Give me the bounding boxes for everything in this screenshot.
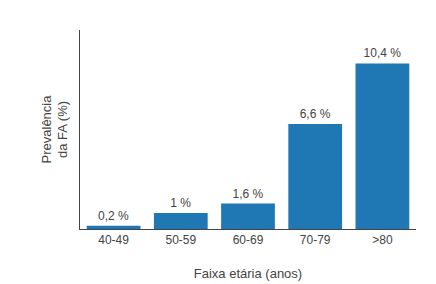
- svg-text:Faixa etária (anos): Faixa etária (anos): [194, 266, 302, 281]
- svg-text:60-69: 60-69: [233, 233, 264, 247]
- svg-text:1 %: 1 %: [170, 196, 191, 210]
- svg-text:0,2 %: 0,2 %: [98, 209, 129, 223]
- svg-text:Prevalênciada FA (%): Prevalênciada FA (%): [39, 95, 71, 164]
- svg-text:6,6 %: 6,6 %: [300, 107, 331, 121]
- svg-text:1,6 %: 1,6 %: [232, 187, 263, 201]
- svg-text:>80: >80: [372, 233, 393, 247]
- svg-text:50-59: 50-59: [165, 233, 196, 247]
- svg-text:70-79: 70-79: [300, 233, 331, 247]
- svg-text:40-49: 40-49: [98, 233, 129, 247]
- svg-text:10,4 %: 10,4 %: [364, 46, 402, 60]
